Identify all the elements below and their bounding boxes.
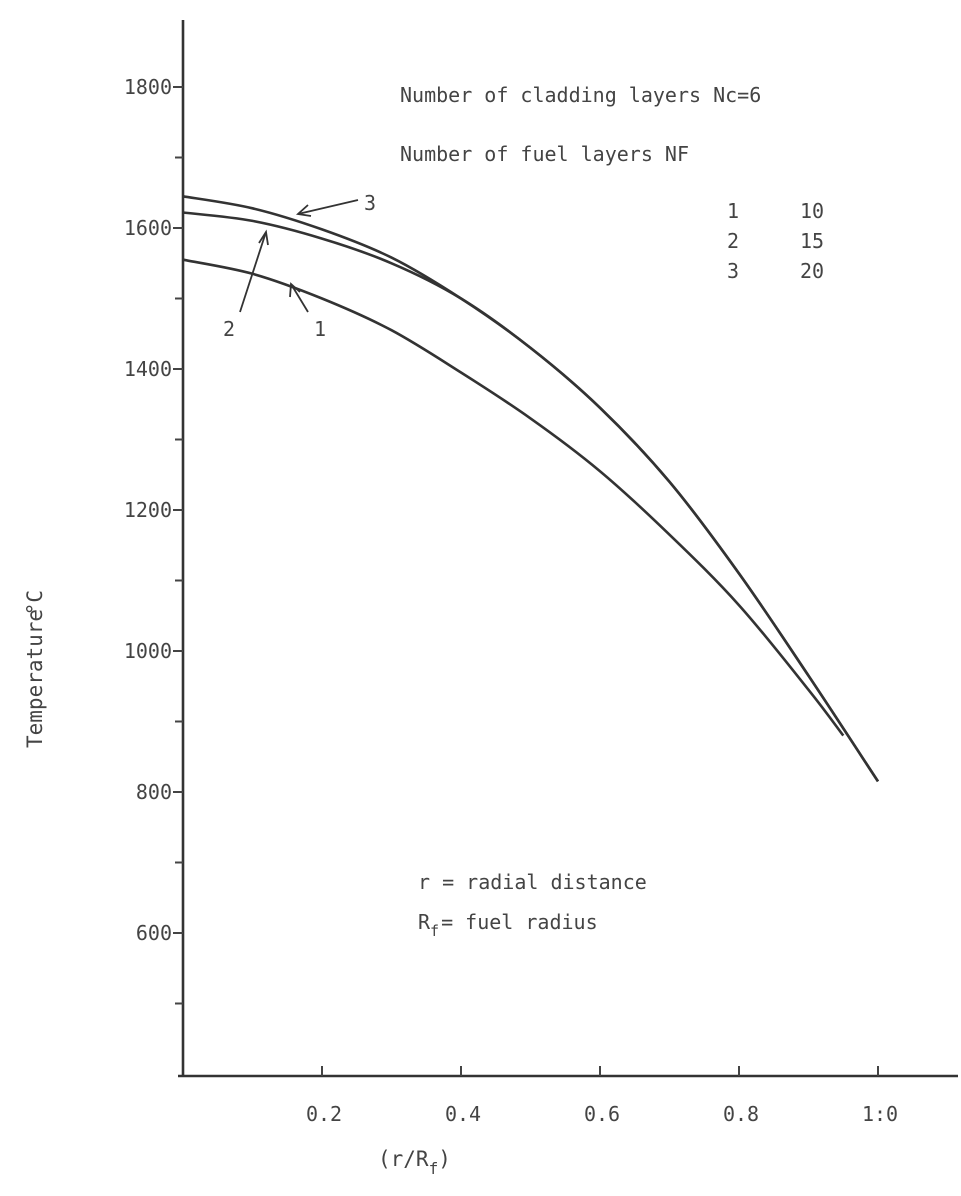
legend-row-1-nf: 10 (800, 199, 824, 223)
legend-row-3-curve: 3 (727, 259, 739, 283)
y-axis-unit: °C (23, 590, 47, 615)
y-tick-label: 600 (136, 921, 172, 945)
legend-row-2-nf: 15 (800, 229, 824, 253)
curves (182, 195, 880, 783)
x-tick-label: 0.2 (306, 1102, 342, 1126)
callout-pointer-1 (290, 283, 309, 313)
y-tick-label: 1000 (124, 639, 172, 663)
callout-arrowhead-1 (289, 282, 301, 298)
note-fuel-radius: Rf = fuel radius (418, 910, 598, 940)
ticks (173, 86, 879, 1076)
note-fuel-radius-text: = fuel radius (441, 910, 598, 934)
callout-pointer-3 (297, 199, 359, 215)
callout-arrowhead-3 (295, 204, 312, 217)
callout-arrowhead-2 (258, 229, 269, 246)
x-axis-title: (r/Rf) (378, 1147, 451, 1178)
legend-cladding-line: Number of cladding layers Nc=6 (400, 83, 761, 107)
y-tick-label: 1600 (124, 216, 172, 240)
x-axis-title-main: (r/R (378, 1147, 429, 1171)
x-axis-title-subscript: f (429, 1159, 439, 1178)
callout-label-2: 2 (223, 317, 235, 341)
series-line-2 (182, 211, 880, 783)
callout-label-1: 1 (314, 317, 326, 341)
legend-row-2-curve: 2 (727, 229, 739, 253)
legend-row-3-nf: 20 (800, 259, 824, 283)
series-line-3 (182, 195, 880, 783)
note-radial-distance: r = radial distance (418, 870, 647, 894)
x-tick-label: 0.6 (584, 1102, 620, 1126)
callout-pointer-2 (239, 231, 267, 313)
y-tick-label: 1400 (124, 357, 172, 381)
note-fuel-radius-symbol: R (418, 910, 431, 934)
y-tick-label: 800 (136, 780, 172, 804)
axes (178, 20, 958, 1078)
x-tick-label: 0.4 (445, 1102, 481, 1126)
callout-label-3: 3 (364, 191, 376, 215)
y-axis-title: Temperature (23, 609, 47, 748)
y-tick-label: 1200 (124, 498, 172, 522)
x-tick-label: 0.8 (723, 1102, 759, 1126)
tick-labels: 600 800 1000 1200 1400 1600 1800 0.2 0.4 0.6 0.8 1:… (124, 75, 898, 1126)
series-line-1 (182, 258, 845, 737)
curve-callouts: 3 2 1 (223, 191, 376, 341)
legend: Number of cladding layers Nc=6 Number of… (400, 83, 824, 283)
symbol-notes: r = radial distance Rf = fuel radius (418, 870, 647, 940)
note-fuel-radius-subscript: f (430, 922, 439, 940)
x-tick-label: 1:0 (862, 1102, 898, 1126)
legend-fuel-line: Number of fuel layers NF (400, 142, 689, 166)
legend-row-1-curve: 1 (727, 199, 739, 223)
x-axis-title-close: ) (438, 1147, 451, 1171)
y-tick-label: 1800 (124, 75, 172, 99)
